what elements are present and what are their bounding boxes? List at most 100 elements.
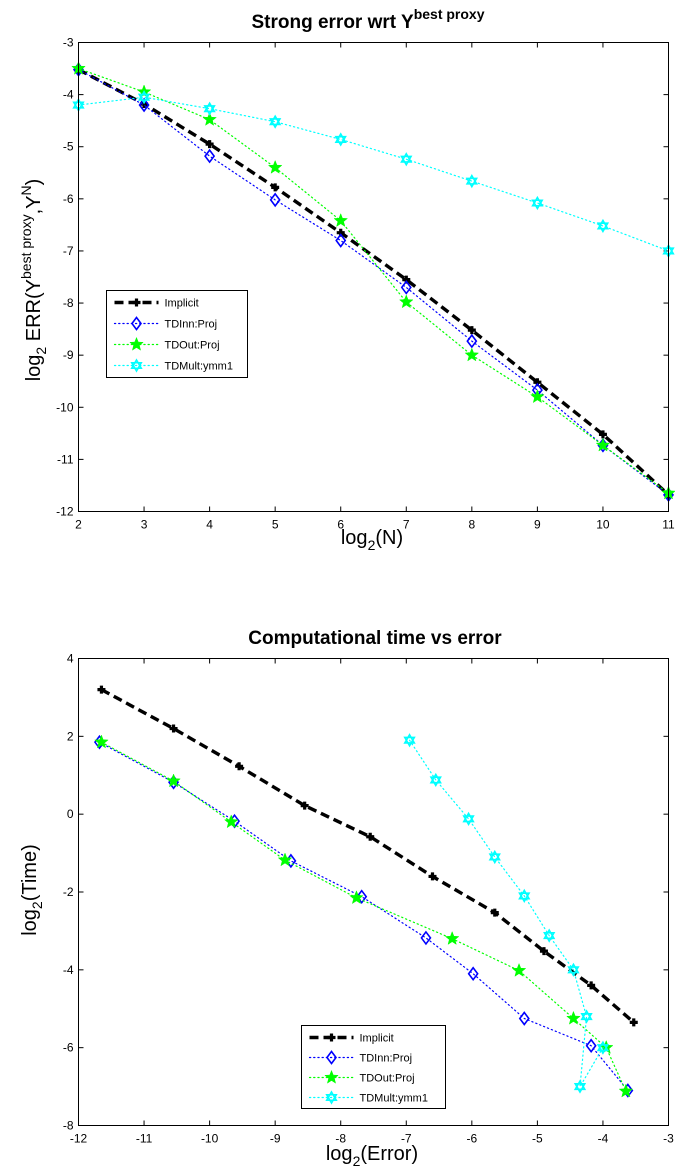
chart2-point-tdmult-ymm1 xyxy=(462,811,475,826)
chart1-legend-label-implicit: Implicit xyxy=(165,298,199,310)
chart2-point-implicit xyxy=(366,832,375,841)
chart2-point-tdout-proj xyxy=(166,773,181,788)
chart1-point-tdmult-ymm1 xyxy=(400,152,413,167)
chart1-ytick-label: -7 xyxy=(63,244,74,258)
chart1-xtick-label: 7 xyxy=(403,518,410,532)
chart2-point-implicit xyxy=(587,981,596,990)
chart2-ytick-label: -8 xyxy=(63,1119,74,1133)
chart2-legend-marker-tdmult-ymm1 xyxy=(325,1090,338,1105)
chart1-ytick-label: -11 xyxy=(57,452,74,466)
chart1-ylabel: log2 ERR(Ybest proxy,YN) xyxy=(18,179,49,382)
chart1-point-implicit xyxy=(271,183,280,192)
chart1-xtick-label: 10 xyxy=(596,518,610,532)
chart2-ytick-label: 0 xyxy=(67,807,74,821)
chart1-ytick-label: -9 xyxy=(63,348,74,362)
chart1-point-tdout-proj xyxy=(595,437,611,452)
chart2-point-tdmult-ymm1 xyxy=(573,1079,587,1094)
chart1-xtick-label: 6 xyxy=(337,518,344,532)
chart2-ytick-label: -2 xyxy=(63,885,74,899)
chart2-point-implicit xyxy=(235,762,244,771)
chart1-legend-label-tdout-proj: TDOut:Proj xyxy=(165,340,220,352)
chart2-point-tdmult-ymm1 xyxy=(429,772,442,788)
chart2-xlabel: log2(Error) xyxy=(326,1143,418,1169)
chart2-legend-item-tdmult-ymm1: TDMult:ymm1 xyxy=(308,1090,428,1105)
chart2-legend-box xyxy=(301,1025,446,1109)
chart2-point-tdout-proj xyxy=(511,962,527,977)
chart1-ytick-label: -6 xyxy=(63,192,74,206)
chart1-xtick-label: 2 xyxy=(75,518,82,532)
chart1-ytick-label: -5 xyxy=(63,140,74,154)
chart2-point-implicit xyxy=(490,908,499,917)
chart1-point-tdinn-proj xyxy=(269,192,281,208)
chart1-xtick-label: 11 xyxy=(662,518,675,532)
chart1-legend-item-tdinn-proj: TDInn:Proj xyxy=(113,316,218,331)
chart2-xtick-label: -3 xyxy=(663,1132,674,1146)
chart2-series-line-implicit xyxy=(100,688,635,1024)
chart2-point-implicit xyxy=(629,1018,638,1027)
chart2-ytick-label: 2 xyxy=(67,729,74,743)
chart1-series-line-tdinn-proj xyxy=(77,68,670,496)
chart2-legend-marker-tdinn-proj xyxy=(326,1050,337,1065)
chart1-point-tdout-proj xyxy=(398,294,414,309)
chart2-point-tdout-proj xyxy=(223,814,239,829)
chart1-legend-item-tdmult-ymm1: TDMult:ymm1 xyxy=(113,358,233,373)
chart1-point-tdout-proj xyxy=(530,389,545,404)
chart1-legend-label-tdmult-ymm1: TDMult:ymm1 xyxy=(165,361,233,373)
chart2-point-implicit xyxy=(428,872,437,881)
chart2-point-implicit xyxy=(169,724,178,733)
chart1-point-tdout-proj xyxy=(202,111,217,126)
chart1-series-line-tdout-proj xyxy=(77,67,670,494)
chart1-legend-marker-implicit xyxy=(132,298,141,307)
chart2-point-tdinn-proj xyxy=(518,1011,530,1026)
chart2-legend: Implicit TDInn:Proj TDOut:Proj TDMult:ymm1 xyxy=(301,1025,446,1109)
chart2-point-tdout-proj xyxy=(349,890,364,905)
chart2-xtick-label: -4 xyxy=(598,1132,609,1146)
chart2-point-tdinn-proj xyxy=(356,889,368,905)
chart2-legend-label-tdmult-ymm1: TDMult:ymm1 xyxy=(360,1093,428,1105)
chart1-point-tdmult-ymm1 xyxy=(269,114,282,129)
chart1-ytick-label: -12 xyxy=(56,505,74,519)
chart1-point-implicit xyxy=(598,430,607,439)
chart1-ytick-label: -10 xyxy=(56,400,74,414)
chart2-legend-marker-implicit xyxy=(327,1033,336,1042)
chart2-ytick-label: -6 xyxy=(63,1041,74,1055)
chart1-legend: Implicit TDInn:Proj TDOut:Proj TDMult:ymm1 xyxy=(106,290,248,378)
chart2-point-tdout-proj xyxy=(444,931,460,945)
chart2-legend-label-tdout-proj: TDOut:Proj xyxy=(360,1073,415,1085)
chart1-point-tdmult-ymm1 xyxy=(334,132,347,147)
chart1-legend-item-implicit: Implicit xyxy=(114,298,199,310)
chart2-ytick-label: -4 xyxy=(63,963,74,977)
chart2-xtick-label: -8 xyxy=(335,1132,346,1146)
chart1-legend-marker-tdmult-ymm1 xyxy=(130,358,143,373)
chart1-series-tdout-proj xyxy=(71,60,675,500)
chart1-point-tdmult-ymm1 xyxy=(596,218,610,234)
chart2-series-tdmult-ymm1 xyxy=(403,733,610,1094)
chart1-point-tdinn-proj xyxy=(335,233,347,248)
chart1-xtick-label: 3 xyxy=(141,518,148,532)
chart2-point-tdmult-ymm1 xyxy=(567,962,580,977)
chart2-point-implicit xyxy=(97,685,106,694)
chart1-legend-item-tdout-proj: TDOut:Proj xyxy=(113,336,220,352)
chart2-point-tdinn-proj xyxy=(420,930,432,946)
chart1-xlabel: log2(N) xyxy=(341,527,403,553)
chart-time-vs-error: Computational time vs error log2(Error) … xyxy=(19,628,674,1169)
chart1-series-line-tdmult-ymm1 xyxy=(77,96,670,252)
chart1-legend-box xyxy=(106,290,248,378)
chart1-point-tdout-proj xyxy=(333,213,349,227)
chart2-point-tdmult-ymm1 xyxy=(518,888,531,903)
chart2-xtick-label: -9 xyxy=(270,1132,281,1146)
chart2-xtick-label: -11 xyxy=(136,1132,153,1146)
chart1-series-line-implicit xyxy=(77,68,670,497)
chart2-legend-label-tdinn-proj: TDInn:Proj xyxy=(360,1053,413,1065)
chart1-series-tdmult-ymm1 xyxy=(72,90,675,259)
chart1-point-tdinn-proj xyxy=(204,148,216,164)
chart1-point-implicit xyxy=(467,326,476,335)
chart1-title-main: Strong error wrt Y xyxy=(251,12,414,33)
chart2-xtick-label: -10 xyxy=(201,1132,219,1146)
chart1-legend-label-tdinn-proj: TDInn:Proj xyxy=(165,319,218,331)
chart2-point-implicit xyxy=(300,801,309,810)
chart2-point-tdout-proj xyxy=(566,1010,581,1025)
chart2-title: Computational time vs error xyxy=(248,628,502,649)
chart2-xtick-label: -12 xyxy=(70,1132,88,1146)
